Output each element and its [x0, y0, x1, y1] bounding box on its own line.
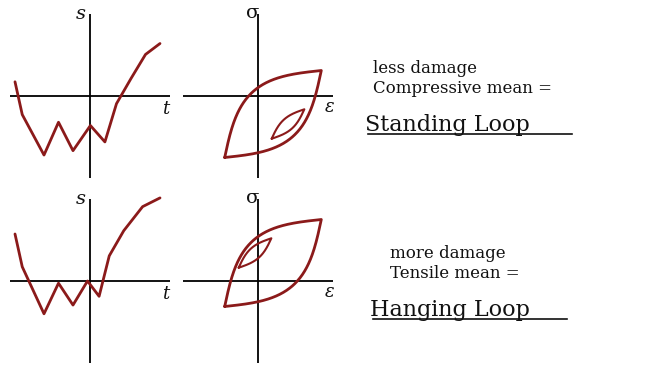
- Text: σ: σ: [246, 4, 259, 22]
- Text: Hanging Loop: Hanging Loop: [370, 299, 530, 321]
- Text: t: t: [162, 285, 170, 303]
- Text: σ: σ: [246, 189, 259, 207]
- Text: s: s: [76, 5, 86, 23]
- Text: t: t: [162, 100, 170, 118]
- Text: Standing Loop: Standing Loop: [365, 114, 530, 136]
- Text: Tensile mean =: Tensile mean =: [390, 265, 520, 282]
- Text: Compressive mean =: Compressive mean =: [373, 80, 552, 97]
- Text: less damage: less damage: [373, 60, 477, 77]
- Text: more damage: more damage: [390, 245, 505, 262]
- Text: s: s: [76, 190, 86, 208]
- Text: ε: ε: [325, 98, 334, 116]
- Text: ε: ε: [325, 283, 334, 301]
